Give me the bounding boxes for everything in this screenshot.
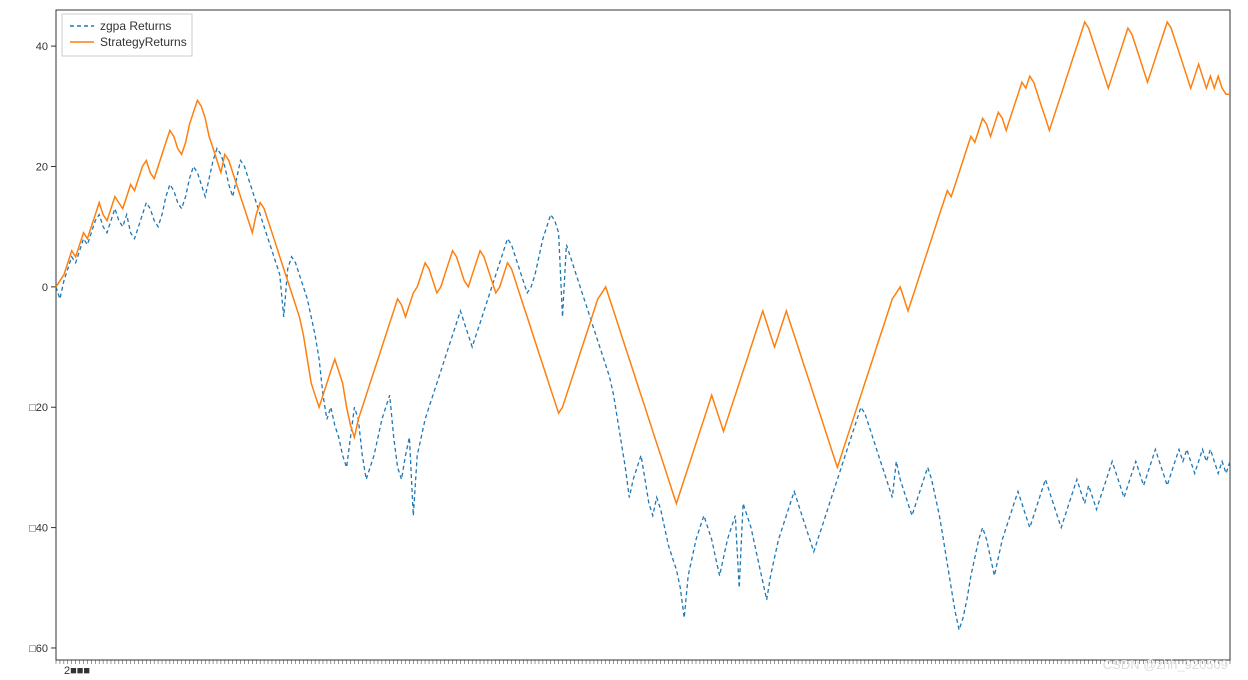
svg-text:□20: □20 bbox=[29, 402, 48, 414]
series-strategyreturns bbox=[56, 22, 1230, 504]
legend-label-0: zgpa Returns bbox=[100, 19, 171, 33]
svg-text:□40: □40 bbox=[29, 523, 48, 535]
watermark: CSDN @zhh_920509 bbox=[1103, 657, 1228, 672]
svg-text:40: 40 bbox=[36, 41, 48, 53]
returns-chart: □60 □40 □20 0 20 40 2■■■ zgpa Returns StrategyRe… bbox=[0, 0, 1248, 680]
svg-text:2■■■: 2■■■ bbox=[64, 665, 90, 677]
svg-text:□60: □60 bbox=[29, 643, 48, 655]
series-zgpa-returns bbox=[56, 148, 1230, 630]
svg-text:0: 0 bbox=[42, 282, 48, 294]
svg-text:20: 20 bbox=[36, 161, 48, 173]
legend-label-1: StrategyReturns bbox=[100, 35, 187, 49]
chart-container: □60 □40 □20 0 20 40 2■■■ zgpa Returns StrategyRe… bbox=[0, 0, 1248, 680]
